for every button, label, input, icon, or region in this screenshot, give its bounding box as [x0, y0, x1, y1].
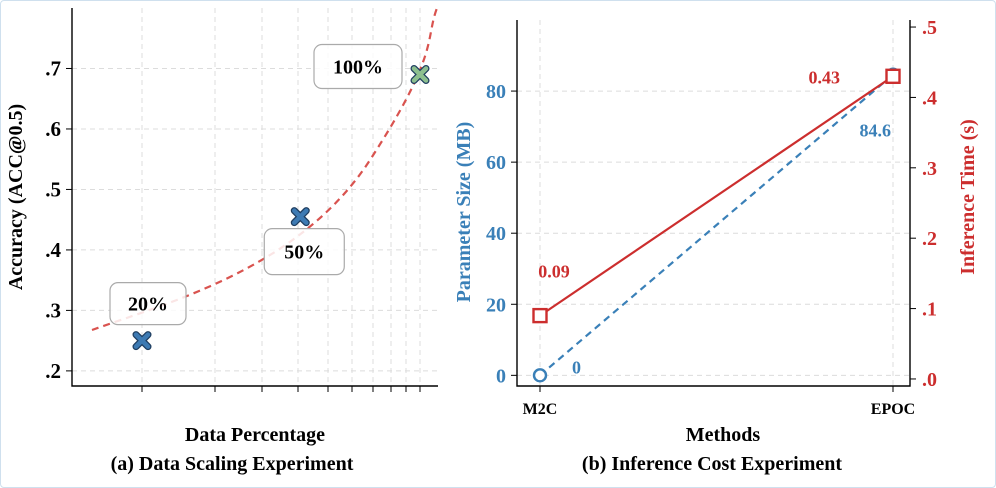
panel-b-left-tick-label: 80 [486, 81, 506, 103]
x-marker [290, 207, 310, 227]
panel-a-ylabel: Accuracy (ACC@0.5) [5, 104, 27, 290]
panel-b-left-ticks: 0 20 40 60 80 [486, 81, 517, 387]
x-marker-fill [292, 208, 309, 225]
panel-b-right-tick-label: .3 [922, 158, 937, 180]
panel-a-xlabel: Data Percentage [185, 424, 325, 446]
panel-b-xlabel: Methods [686, 424, 761, 446]
inference-time-marker [885, 68, 901, 85]
panel-b-right-ticks: .0 .1 .2 .3 .4 .5 [910, 17, 937, 391]
point-label: 100% [333, 57, 383, 79]
x-marker [410, 65, 430, 85]
x-marker-fill [411, 66, 429, 83]
panel-a-points: 20% 50% 100% [109, 43, 430, 351]
point-label-box [263, 228, 345, 276]
point-label: 50% [284, 242, 324, 264]
panel-b-left-tick-label: 40 [486, 223, 506, 245]
panel-b-left-tick-label: 0 [496, 365, 506, 387]
panel-a-ytick-label: .2 [45, 359, 61, 383]
point-label: 20% [128, 294, 168, 316]
panel-a-ytick-label: .4 [45, 238, 61, 262]
panel-b-caption: (b) Inference Cost Experiment [582, 453, 842, 475]
panel-a: .2.3.4.5.6.7 20%50%100% Data Percentage … [5, 7, 439, 475]
panel-a-ytick-label: .3 [45, 298, 61, 322]
panel-a-ytick-label: .5 [45, 177, 61, 201]
panel-a-ytick-label: .7 [45, 56, 61, 80]
point-label-box [109, 282, 187, 326]
x-marker-fill [133, 332, 151, 349]
panel-b-grid [517, 20, 910, 386]
panel-a-xticks [141, 386, 421, 392]
panel-b-right-tick-label: .2 [922, 228, 937, 250]
panel-b-axes [516, 20, 911, 387]
inference-time-data-label: 0.09 [538, 262, 570, 282]
panel-b-right-tick-label: .0 [922, 369, 937, 391]
panel-b-left-tick-label: 60 [486, 152, 506, 174]
param-size-marker [532, 368, 548, 383]
panel-b-xtick-label: M2C [523, 401, 558, 418]
panel-a-caption: (a) Data Scaling Experiment [111, 453, 354, 475]
panel-b-right-tick-label: .5 [922, 17, 937, 39]
inference-time-marker [532, 307, 548, 324]
panel-a-yticks: .2 .3 .4 .5 .6 .7 [45, 56, 72, 383]
panel-b-series: 0 84.6 0.09 0.43 [532, 67, 901, 383]
panel-b-right-tick-label: .1 [922, 299, 937, 321]
point-label-box [313, 43, 403, 90]
inference-time-line [539, 75, 894, 317]
inference-time-data-label: 0.43 [809, 67, 841, 87]
panel-a-ytick-label: .6 [45, 117, 61, 141]
param-size-line [539, 73, 894, 377]
x-marker [132, 331, 152, 351]
panel-b-xtick-label: EPOC [871, 401, 915, 418]
param-size-data-label: 84.6 [860, 121, 892, 141]
param-size-data-label: 0 [572, 357, 581, 377]
panel-b-right-tick-label: .4 [922, 87, 937, 109]
panel-b-xticks: M2C EPOC [523, 386, 915, 418]
panel-b-ylabel-left: Parameter Size (MB) [453, 122, 475, 303]
panel-b-ylabel-right: Inference Time (s) [957, 119, 979, 275]
panel-b-left-tick-label: 20 [486, 294, 506, 316]
panel-b: 0 20 40 60 80 .0 .1 .2 .3 .4 .5 M2C EPOC 0 84.6 0.09… [453, 17, 979, 475]
panel-a-axes [71, 8, 438, 387]
